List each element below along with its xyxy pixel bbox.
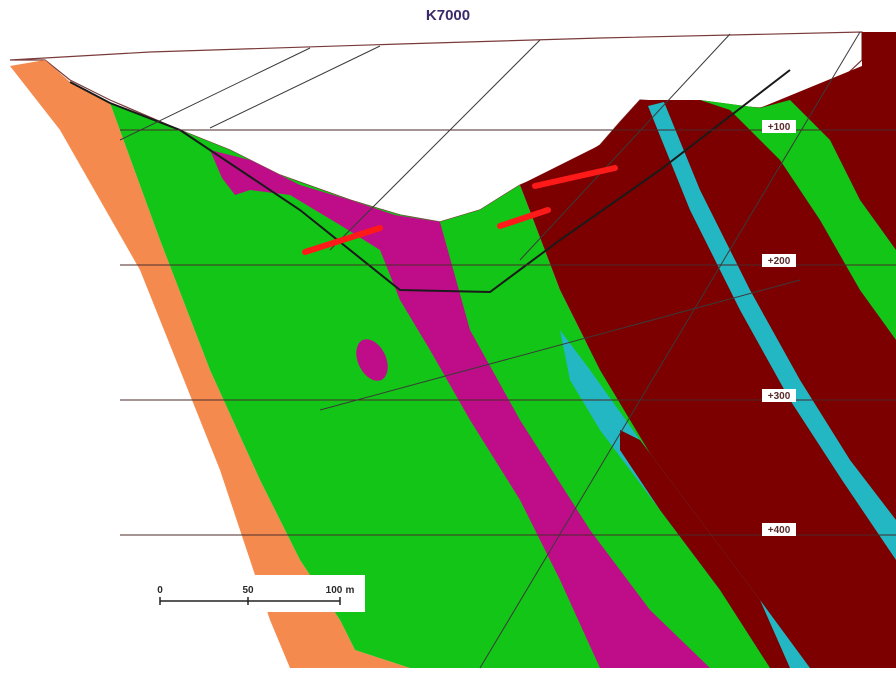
scale-label-0: 0 [157, 585, 163, 596]
level-label-100: +100 [768, 122, 791, 133]
magenta-lens [356, 339, 388, 381]
level-label-400: +400 [768, 525, 791, 536]
ore-markers [302, 165, 618, 255]
section-title: K7000 [426, 7, 470, 24]
drill-holes [119, 31, 861, 669]
pit-outline [69, 69, 791, 294]
magenta-unit [210, 150, 710, 668]
scale-label-100: 100 [326, 585, 343, 596]
scale-bar: 0 50 100 m [150, 575, 365, 612]
green-unit-east [700, 100, 896, 340]
cyan-band-upper [648, 102, 896, 560]
orange-unit [10, 60, 410, 668]
maroon-lens [620, 430, 790, 668]
level-labels: +100 +200 +300 +400 [762, 120, 796, 536]
scale-unit: m [346, 585, 355, 596]
level-label-200: +200 [768, 256, 791, 267]
green-unit-west [70, 82, 760, 668]
level-label-300: +300 [768, 391, 791, 402]
scale-label-50: 50 [242, 585, 254, 596]
